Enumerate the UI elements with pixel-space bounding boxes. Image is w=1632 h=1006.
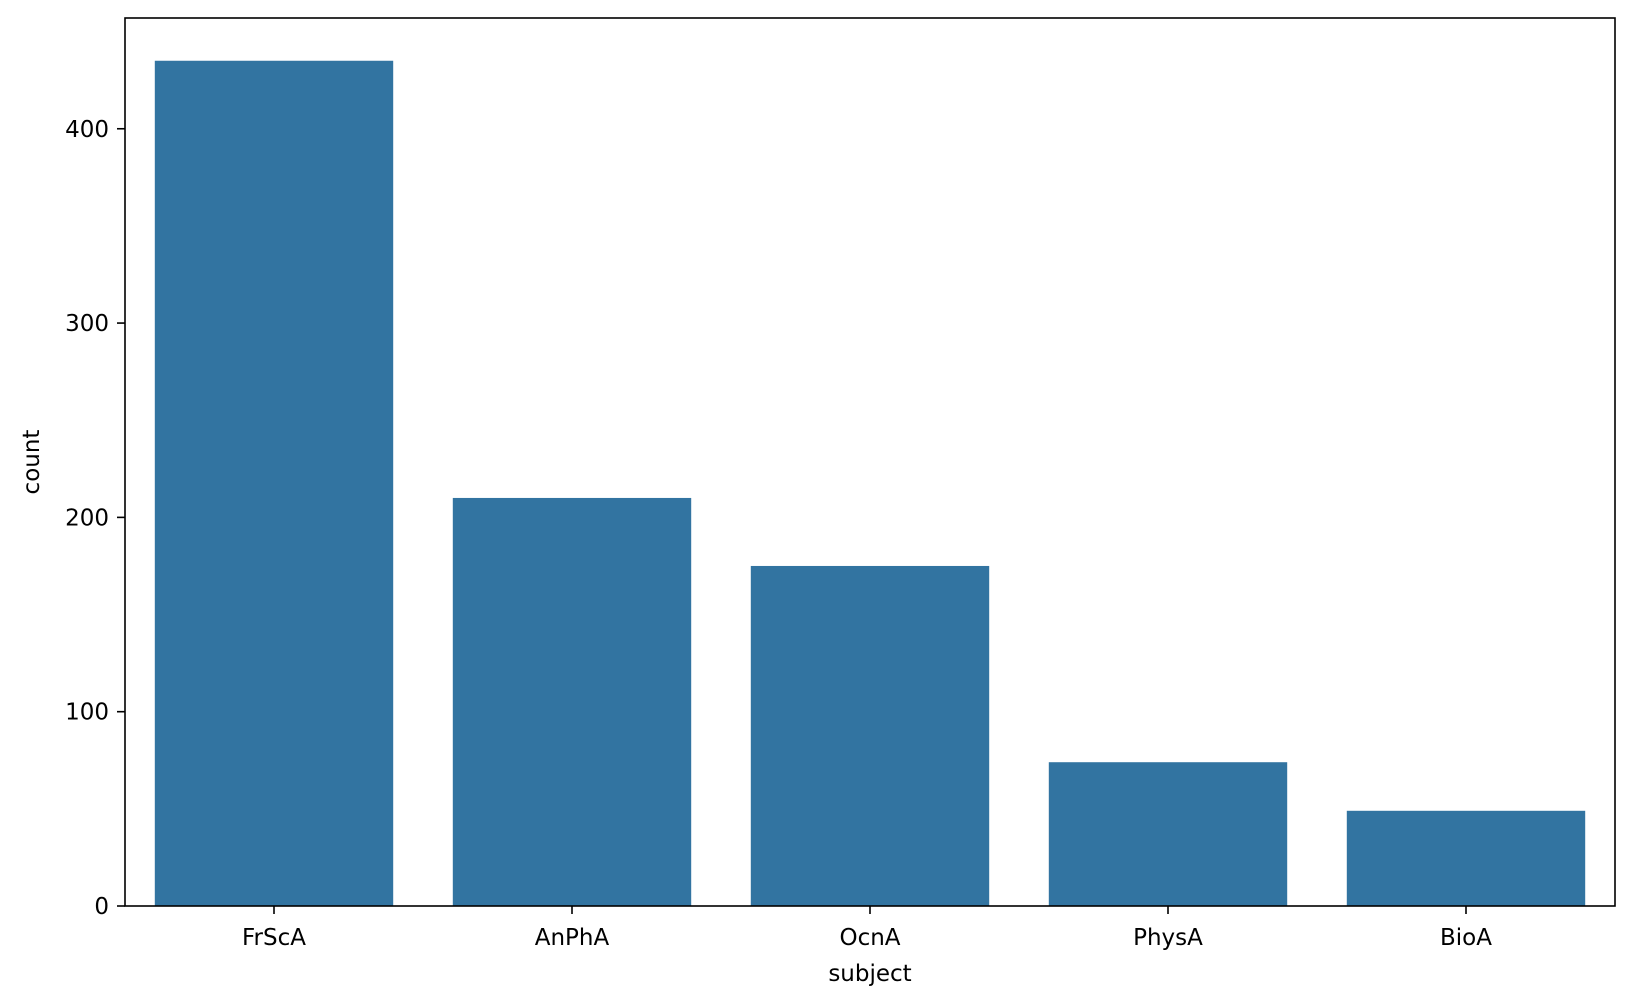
x-tick-label: BioA (1440, 925, 1492, 951)
x-axis-label: subject (828, 961, 911, 987)
x-axis: FrScA AnPhA OcnA PhysA BioA (242, 906, 1492, 951)
bar-frsca (154, 60, 394, 906)
y-tick-label: 200 (65, 505, 109, 531)
bar-anpha (452, 497, 692, 906)
y-tick-label: 400 (65, 117, 109, 143)
y-tick-label: 100 (65, 700, 109, 726)
x-tick-label: PhysA (1133, 925, 1203, 951)
y-axis: 0 100 200 300 400 (65, 117, 125, 920)
bar-physa (1048, 762, 1288, 906)
bar-ocna (750, 565, 990, 906)
y-tick-label: 300 (65, 311, 109, 337)
x-tick-label: FrScA (242, 925, 306, 951)
bars-group (154, 60, 1586, 906)
y-tick-label: 0 (94, 894, 109, 920)
x-tick-label: AnPhA (535, 925, 610, 951)
bar-bioa (1346, 810, 1586, 906)
y-axis-label: count (19, 430, 45, 495)
x-tick-label: OcnA (839, 925, 900, 951)
